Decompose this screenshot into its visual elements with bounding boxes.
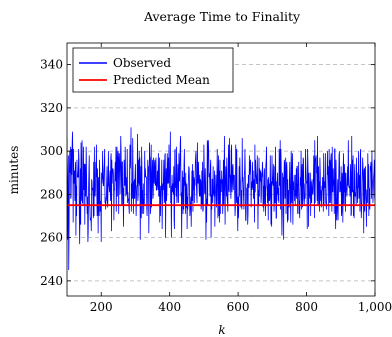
x-tick-label: 800 — [295, 300, 318, 314]
x-tick-label: 1,000 — [358, 300, 392, 314]
x-tick-label: 400 — [158, 300, 181, 314]
y-tick-label: 280 — [40, 187, 63, 201]
y-tick-label: 320 — [40, 101, 63, 115]
series-line-observed — [67, 127, 375, 271]
series-layer — [67, 127, 375, 271]
legend-label-predicted-mean: Predicted Mean — [113, 73, 210, 87]
plot-frame — [66, 42, 376, 297]
y-tick-label: 240 — [40, 274, 63, 288]
y-axis-label: minutes — [7, 146, 21, 195]
axis-ticks: 240 260 280 300 320 340 200 400 600 800 1,000 — [40, 43, 392, 314]
y-tick-label: 300 — [40, 144, 63, 158]
legend: Observed Predicted Mean — [72, 47, 234, 93]
legend-label-observed: Observed — [113, 56, 171, 70]
x-tick-label: 200 — [90, 300, 113, 314]
y-tick-label: 340 — [40, 58, 63, 72]
legend-box — [72, 47, 234, 93]
chart-title: Average Time to Finality — [143, 9, 301, 24]
x-axis-label: k — [218, 323, 225, 337]
x-tick-label: 600 — [227, 300, 250, 314]
y-tick-label: 260 — [40, 231, 63, 245]
